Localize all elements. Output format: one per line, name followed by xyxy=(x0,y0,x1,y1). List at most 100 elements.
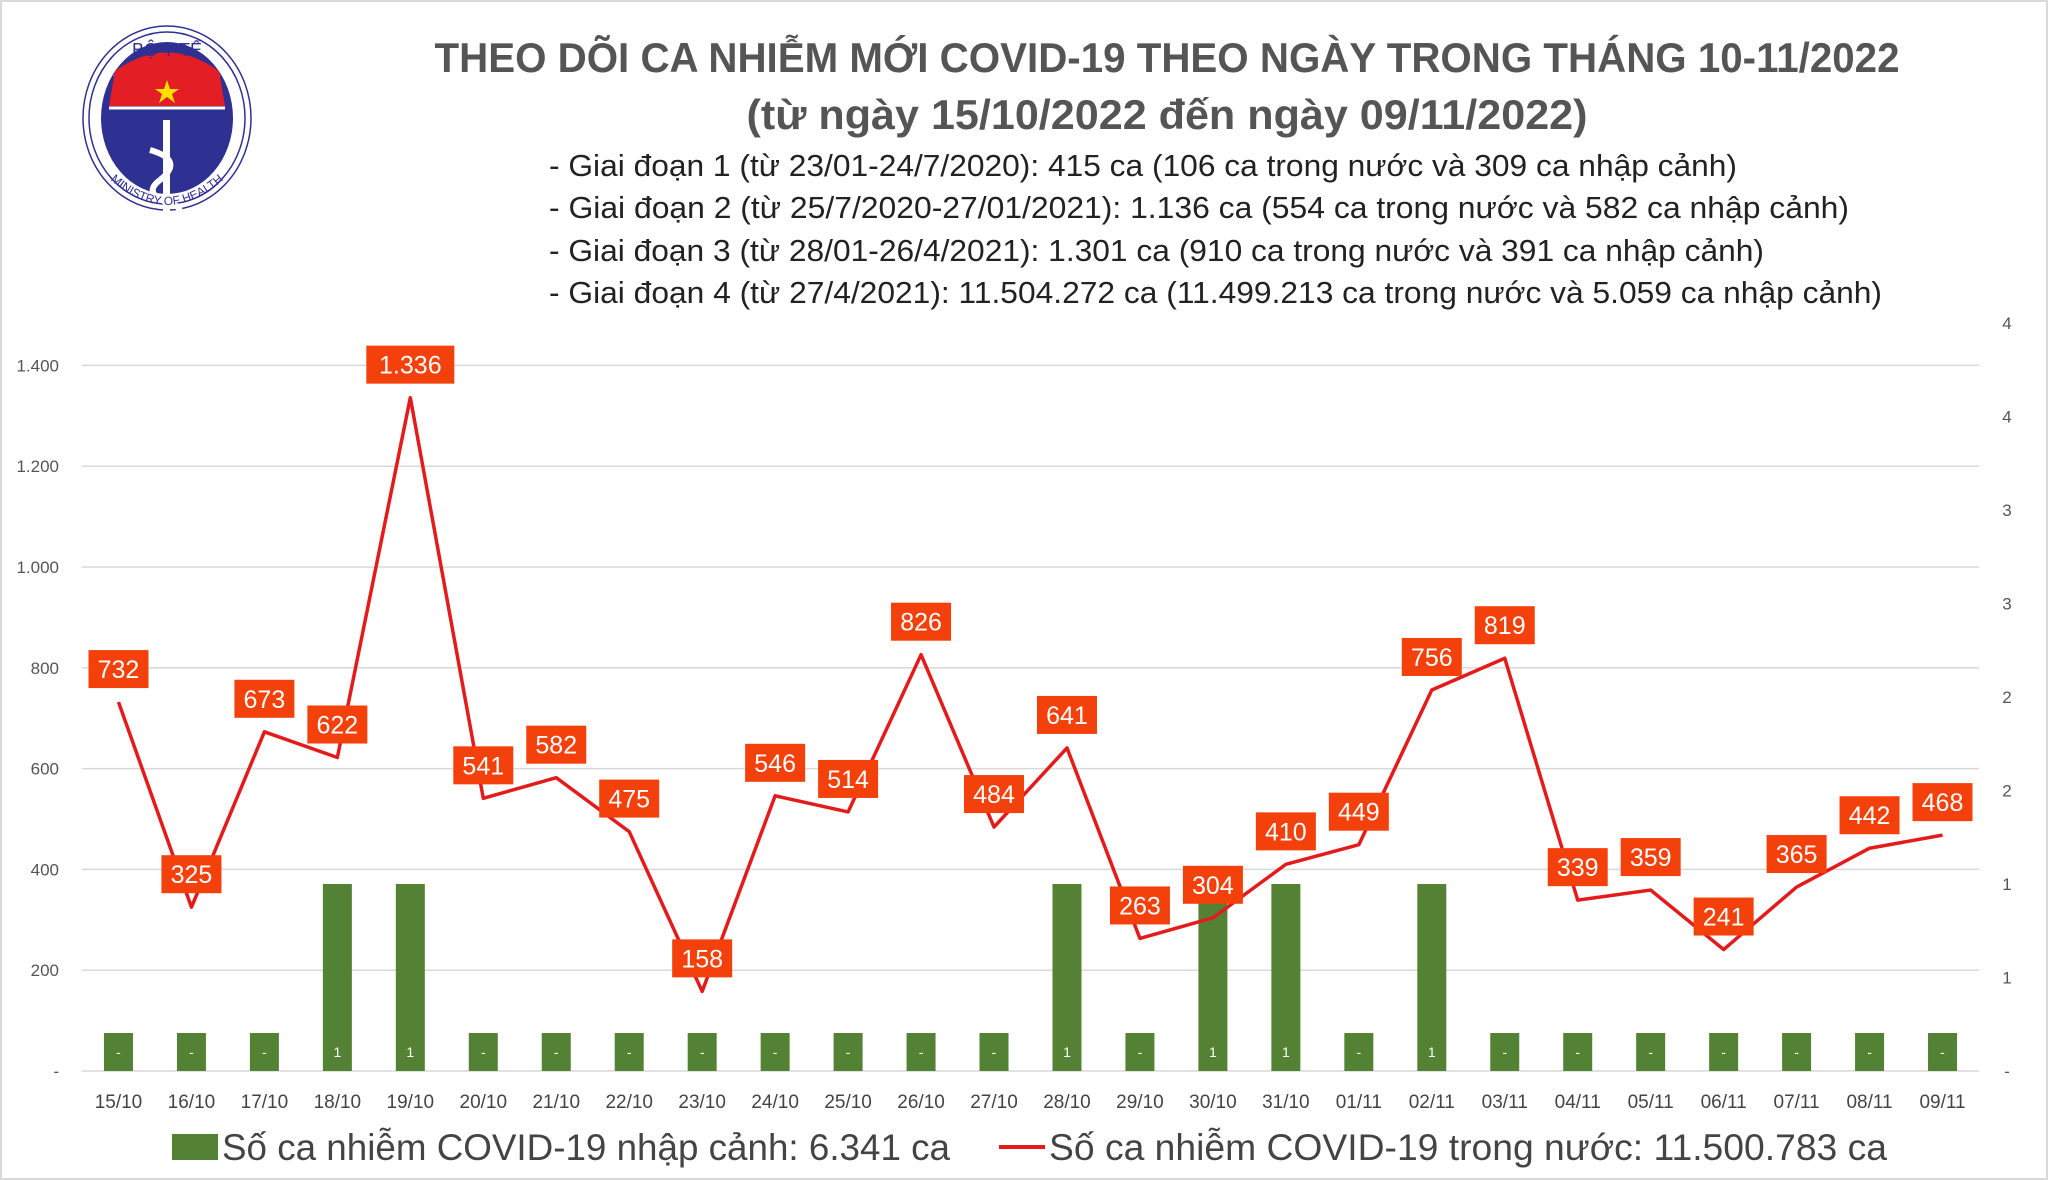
bar-label: - xyxy=(1794,1044,1799,1060)
data-label: 826 xyxy=(900,609,942,637)
data-label-box xyxy=(1036,695,1097,734)
x-tick-label: 03/11 xyxy=(1482,1092,1528,1113)
data-label: 546 xyxy=(754,750,796,778)
x-tick-label: 16/10 xyxy=(168,1092,216,1113)
data-label-box xyxy=(1109,886,1170,925)
data-label-box xyxy=(1182,865,1243,904)
bar xyxy=(1271,884,1301,1071)
bar-label: - xyxy=(919,1044,924,1060)
data-label-box xyxy=(964,775,1025,814)
x-tick-label: 08/11 xyxy=(1846,1092,1892,1113)
trend-line xyxy=(116,395,1943,994)
phase-3-summary: - Giai đoạn 3 (từ 28/01-26/4/2021): 1.30… xyxy=(549,233,1764,268)
x-tick-label: 25/10 xyxy=(824,1092,872,1113)
bar xyxy=(1636,1033,1666,1071)
phase-1-summary: - Giai đoạn 1 (từ 23/01-24/7/2020): 415 … xyxy=(549,148,1737,183)
data-label: 304 xyxy=(1192,872,1234,900)
x-tick-label: 29/10 xyxy=(1116,1092,1164,1113)
right-tick-label: - xyxy=(2004,1062,2010,1081)
bar-label: 1 xyxy=(406,1044,414,1060)
data-label: 158 xyxy=(681,945,723,973)
right-tick-label: 1 xyxy=(2002,875,2011,894)
bar xyxy=(760,1033,790,1071)
data-label: 468 xyxy=(1922,789,1964,817)
bar-label: - xyxy=(1575,1044,1580,1060)
bar-label: - xyxy=(700,1044,705,1060)
data-label-box xyxy=(672,939,733,978)
data-label: 325 xyxy=(171,861,213,889)
bar xyxy=(1417,884,1447,1071)
data-label: 475 xyxy=(608,786,650,814)
bar-label: - xyxy=(1867,1044,1872,1060)
line-series xyxy=(116,395,1943,994)
x-tick-label: 15/10 xyxy=(95,1092,143,1113)
right-tick-label: 4 xyxy=(2002,314,2011,333)
data-label: 541 xyxy=(462,752,504,780)
x-tick-label: 18/10 xyxy=(314,1092,362,1113)
bar xyxy=(1709,1033,1739,1071)
data-label-box xyxy=(88,650,149,689)
x-tick-label: 02/11 xyxy=(1409,1092,1455,1113)
bar xyxy=(468,1033,498,1071)
bar-label: - xyxy=(481,1044,486,1060)
bar xyxy=(1782,1033,1812,1071)
data-label: 410 xyxy=(1265,818,1307,846)
bar-label: - xyxy=(554,1044,559,1060)
x-tick-label: 20/10 xyxy=(460,1092,508,1113)
data-label: 1.336 xyxy=(379,352,442,380)
right-axis: - 1 1 2 2 3 3 4 4 xyxy=(2002,314,2011,1081)
legend-bar-label: Số ca nhiễm COVID-19 nhập cảnh: 6.341 ca xyxy=(222,1127,950,1168)
data-label: 622 xyxy=(317,712,359,740)
bar xyxy=(395,884,425,1071)
data-label: 641 xyxy=(1046,702,1088,730)
data-label: 673 xyxy=(244,686,286,714)
data-label-box xyxy=(1328,792,1389,831)
legend: Số ca nhiễm COVID-19 nhập cảnh: 6.341 ca… xyxy=(172,1127,1887,1168)
data-label-box xyxy=(1620,838,1681,877)
x-tick-label: 01/11 xyxy=(1336,1092,1382,1113)
ministry-logo: BỘ Y TẾ MINISTRY OF HEALTH xyxy=(82,25,252,248)
phase-2-summary: - Giai đoạn 2 (từ 25/7/2020-27/01/2021):… xyxy=(549,190,1849,225)
bar xyxy=(322,884,352,1071)
left-tick-label: - xyxy=(53,1062,59,1081)
x-tick-label: 09/11 xyxy=(1919,1092,1965,1113)
data-label: 359 xyxy=(1630,844,1672,872)
data-label: 484 xyxy=(973,781,1015,809)
data-label: 442 xyxy=(1849,802,1891,830)
bar-label: - xyxy=(116,1044,121,1060)
data-label-box xyxy=(307,705,368,744)
data-label-box xyxy=(891,602,952,641)
bar-label: - xyxy=(262,1044,267,1060)
bar xyxy=(1198,884,1228,1071)
right-tick-label: 3 xyxy=(2002,501,2011,520)
x-tick-label: 06/11 xyxy=(1701,1092,1747,1113)
left-tick-label: 1.000 xyxy=(16,558,59,577)
x-tick-label: 22/10 xyxy=(605,1092,653,1113)
bar-label: - xyxy=(1138,1044,1143,1060)
data-label-box xyxy=(1766,835,1827,874)
x-tick-label: 27/10 xyxy=(970,1092,1018,1113)
bar xyxy=(1490,1033,1520,1071)
data-label: 449 xyxy=(1338,799,1380,827)
x-tick-label: 21/10 xyxy=(532,1092,580,1113)
left-tick-label: 1.400 xyxy=(16,356,59,375)
bar xyxy=(1052,884,1082,1071)
data-label-box xyxy=(1401,637,1462,676)
data-label: 365 xyxy=(1776,841,1818,869)
data-label-box xyxy=(1547,848,1608,887)
left-tick-label: 600 xyxy=(31,760,59,779)
bar-label: 1 xyxy=(1428,1044,1436,1060)
right-tick-label: 1 xyxy=(2002,969,2011,988)
x-tick-label: 26/10 xyxy=(897,1092,945,1113)
bar xyxy=(176,1033,206,1071)
x-tick-label: 05/11 xyxy=(1628,1092,1674,1113)
right-tick-label: 3 xyxy=(2002,595,2011,614)
bar xyxy=(687,1033,717,1071)
bar xyxy=(906,1033,936,1071)
data-label: 514 xyxy=(827,766,869,794)
data-label: 819 xyxy=(1484,612,1526,640)
right-tick-label: 2 xyxy=(2002,688,2011,707)
data-label-box xyxy=(366,345,455,384)
left-tick-label: 200 xyxy=(31,961,59,980)
